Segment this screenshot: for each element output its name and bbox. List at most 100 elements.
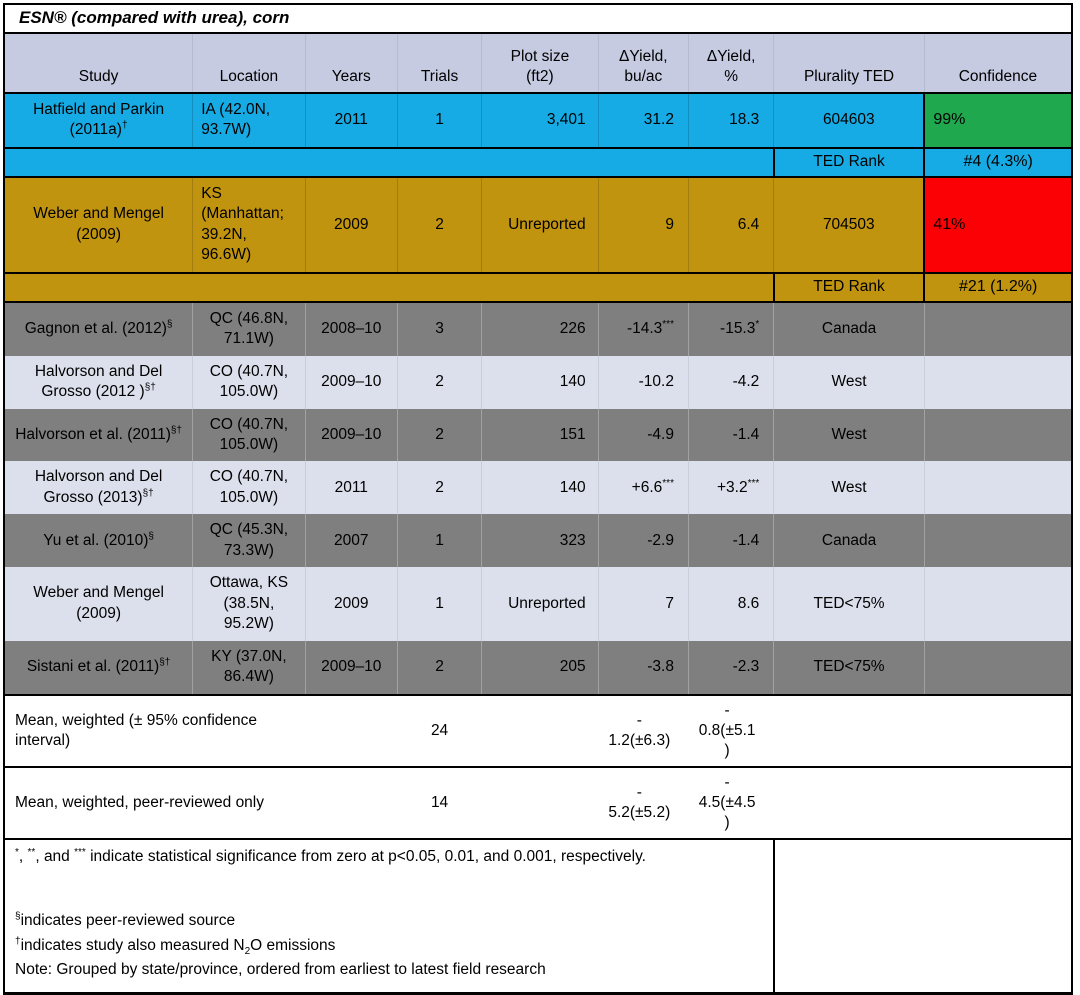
cell-location: CO (40.7N, 105.0W) [192,355,306,409]
header-row: Study Location Years Trials Plot size (f… [4,33,1072,94]
cell-bu: 31.2 [598,92,689,149]
cell-years: 2011 [305,92,398,149]
cell-study: Halvorson and Del Grosso (2012 )§† [4,355,194,409]
cell-confidence [924,765,1072,840]
table-foot: *, **, and *** indicate statistical sign… [4,838,1072,994]
cell-pct: -2.3 [688,640,775,695]
column-header-dyield-pct: ΔYield, % [688,33,775,94]
title-row: ESN® (compared with urea), corn [4,4,1072,34]
cell-trials: 3 [397,301,483,356]
summary-label: Mean, weighted, peer-reviewed only [4,765,398,840]
cell-pct: -1.4 [688,514,775,568]
cell-bu: - 5.2(±5.2) [598,765,689,840]
cell-location: Ottawa, KS (38.5N, 95.2W) [192,567,306,641]
cell-bu: +6.6*** [598,461,689,515]
cell-pct: -4.2 [688,355,775,409]
cell-trials: 2 [397,355,483,409]
ted-rank-row: TED Rank #4 (4.3%) [4,146,1072,178]
rank-spacer [4,146,774,178]
cell-study: Weber and Mengel (2009) [4,567,194,641]
column-header-location: Location [192,33,306,94]
cell-ted: TED<75% [773,567,925,641]
cell-years: 2011 [305,461,398,515]
cell-study: Halvorson et al. (2011)§† [4,408,194,462]
column-header-study: Study [4,33,194,94]
cell-bu: - 1.2(±6.3) [598,693,689,767]
cell-ted: West [773,355,925,409]
cell-plot: Unreported [481,567,599,641]
footnote-empty-box [772,838,1072,994]
cell-ted: 604603 [773,92,925,149]
cell-confidence [924,461,1072,515]
ted-rank-label: TED Rank [772,271,926,303]
confidence-badge: 41% [923,175,1073,274]
column-header-plot-size: Plot size (ft2) [481,33,599,94]
cell-study: Weber and Mengel (2009) [4,175,194,274]
cell-trials: 1 [397,514,483,568]
cell-trials: 1 [397,92,483,149]
ted-rank-row: TED Rank #21 (1.2%) [4,271,1072,303]
ted-rank-value: #21 (1.2%) [924,271,1072,303]
cell-confidence [924,408,1072,462]
cell-bu: -3.8 [598,640,689,695]
column-header-dyield-bu: ΔYield, bu/ac [598,33,689,94]
cell-confidence [924,640,1072,695]
cell-plot: 323 [481,514,599,568]
summary-row: Mean, weighted, peer-reviewed only 14 - 5.… [4,765,1072,840]
cell-years: 2009–10 [305,408,398,462]
cell-study: Gagnon et al. (2012)§ [4,301,194,356]
cell-location: KY (37.0N, 86.4W) [192,640,306,695]
cell-study: Yu et al. (2010)§ [4,514,194,568]
summary-label: Mean, weighted (± 95% confidence interva… [4,693,398,767]
cell-plot [481,693,599,767]
study-row: Sistani et al. (2011)§† KY (37.0N, 86.4W)… [4,640,1072,695]
cell-study: Sistani et al. (2011)§† [4,640,194,695]
cell-location: CO (40.7N, 105.0W) [192,408,306,462]
footnote-line: †indicates study also measured N2O emiss… [15,935,336,957]
study-row: Hatfield and Parkin (2011a)† IA (42.0N, 9… [4,92,1073,149]
cell-confidence [924,693,1072,767]
cell-pct: 6.4 [688,175,775,274]
cell-plot: 226 [481,301,599,356]
footnote-row: *, **, and *** indicate statistical sign… [4,838,1072,994]
cell-plot: Unreported [481,175,599,274]
cell-plot: 140 [481,355,599,409]
cell-ted: 704503 [773,175,925,274]
footnote-line: Note: Grouped by state/province, ordered… [15,961,546,979]
cell-confidence [924,301,1072,356]
cell-confidence [924,355,1072,409]
footnotes: *, **, and *** indicate statistical sign… [4,838,774,994]
cell-years: 2009 [305,175,398,274]
ted-rank-label: TED Rank [772,146,926,178]
cell-pct: -1.4 [688,408,775,462]
study-row: Halvorson and Del Grosso (2012 )§† CO (40… [4,355,1072,409]
table-body: Hatfield and Parkin (2011a)† IA (42.0N, 9… [4,92,1073,840]
cell-trials: 2 [397,175,483,274]
cell-location: IA (42.0N, 93.7W) [192,92,306,149]
cell-study: Hatfield and Parkin (2011a)† [4,92,194,149]
cell-trials: 2 [397,461,483,515]
study-row: Weber and Mengel (2009) KS (Manhattan; 39… [4,175,1073,274]
cell-ted: TED<75% [773,640,925,695]
cell-pct: 8.6 [688,567,775,641]
cell-bu: -14.3*** [598,301,689,356]
table-title: ESN® (compared with urea), corn [4,4,1072,34]
ted-rank-value: #4 (4.3%) [924,146,1072,178]
cell-location: QC (45.3N, 73.3W) [192,514,306,568]
cell-years: 2007 [305,514,398,568]
column-header-years: Years [305,33,398,94]
cell-pct: - 0.8(±5.1) [688,693,774,767]
cell-years: 2009–10 [305,640,398,695]
cell-confidence [924,514,1072,568]
cell-ted: West [773,408,925,462]
footnote-line: §indicates peer-reviewed source [15,910,236,930]
cell-ted: Canada [773,301,925,356]
cell-trials: 14 [397,765,482,840]
column-header-trials: Trials [397,33,483,94]
study-row: Gagnon et al. (2012)§ QC (46.8N, 71.1W) 20… [4,301,1072,356]
cell-pct: - 4.5(±4.5) [688,765,774,840]
cell-pct: 18.3 [688,92,775,149]
cell-ted: West [773,461,925,515]
cell-trials: 1 [397,567,483,641]
cell-location: QC (46.8N, 71.1W) [192,301,306,356]
